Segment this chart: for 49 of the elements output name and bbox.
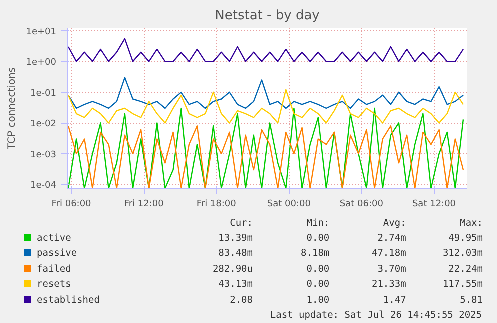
text: 0.00 bbox=[306, 232, 330, 246]
legend-label: passive bbox=[36, 247, 78, 262]
text: 13.39m bbox=[218, 232, 253, 246]
line-series bbox=[68, 126, 464, 188]
line-series bbox=[68, 108, 464, 188]
line-series bbox=[68, 77, 464, 110]
x-tick-label: Sat 06:00 bbox=[340, 200, 384, 210]
text: 117.55m bbox=[442, 278, 483, 292]
x-tick-label: Sat 00:00 bbox=[267, 200, 312, 210]
text: 0.00 bbox=[306, 262, 330, 277]
text: 0.00 bbox=[306, 278, 330, 292]
text: 47.18m bbox=[370, 247, 406, 262]
text: 312.03m bbox=[442, 247, 483, 262]
text: Avg: bbox=[382, 217, 406, 231]
text: 49.95m bbox=[448, 232, 483, 246]
text: 83.48m bbox=[218, 247, 253, 262]
text: 2.74m bbox=[376, 232, 406, 246]
text: 22.24m bbox=[448, 262, 483, 277]
legend-label: failed bbox=[36, 262, 72, 277]
text: 8.18m bbox=[300, 247, 330, 262]
y-axis-title: TCP connections bbox=[7, 67, 18, 151]
text: Last update: Sat Jul 26 14:45:55 2025 bbox=[269, 309, 483, 323]
text: 21.33m bbox=[370, 278, 406, 292]
text: Min: bbox=[306, 217, 330, 231]
text: Max: bbox=[459, 217, 483, 231]
line-series bbox=[68, 38, 464, 62]
line-series bbox=[68, 89, 464, 124]
x-tick-label: Fri 06:00 bbox=[52, 200, 92, 210]
x-tick-label: Fri 18:00 bbox=[196, 200, 237, 210]
x-tick-label: Fri 12:00 bbox=[124, 200, 164, 210]
y-tick-label: 1e+00 bbox=[26, 58, 57, 68]
text: Cur: bbox=[229, 217, 253, 231]
y-tick-label: 1e-03 bbox=[30, 150, 57, 160]
legend-label: established bbox=[36, 294, 101, 308]
y-tick-label: 1e-04 bbox=[30, 181, 57, 192]
text: 2.08 bbox=[229, 294, 253, 308]
y-tick-label: 1e+01 bbox=[26, 27, 57, 38]
text: 1.00 bbox=[306, 294, 330, 308]
legend-label: active bbox=[36, 232, 72, 246]
text: 43.13m bbox=[218, 278, 253, 292]
legend-label: resets bbox=[36, 278, 72, 292]
text: 3.70m bbox=[376, 262, 406, 277]
text: 1.47 bbox=[382, 294, 406, 308]
text: 5.81 bbox=[459, 294, 483, 308]
x-tick-label: Sat 12:00 bbox=[412, 200, 456, 210]
chart-title: Netstat - by day bbox=[215, 8, 320, 24]
y-tick-label: 1e-02 bbox=[30, 120, 57, 130]
text: 282.90u bbox=[212, 262, 253, 277]
y-tick-label: 1e-01 bbox=[30, 88, 57, 99]
